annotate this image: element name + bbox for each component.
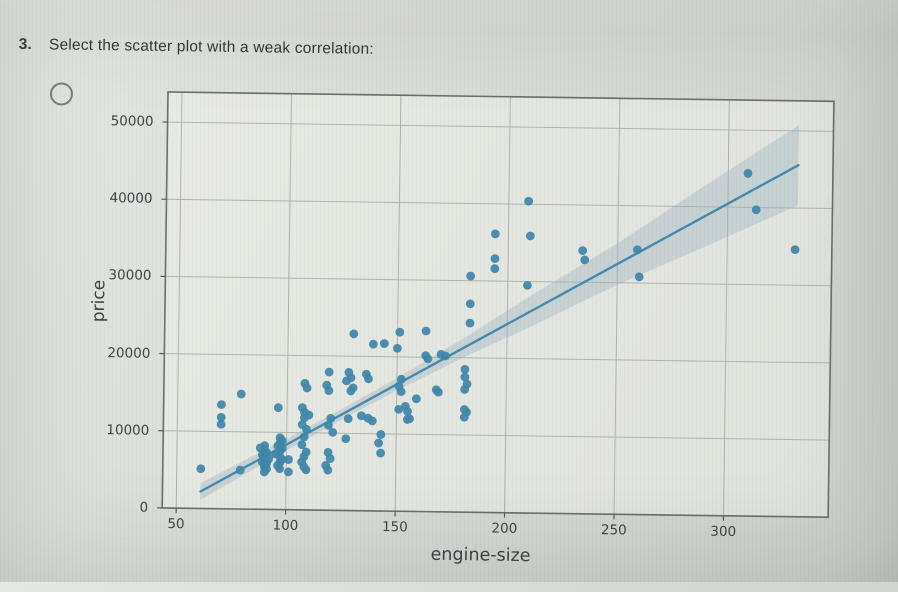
x-tick-label: 200 — [474, 519, 534, 538]
x-tick-label: 100 — [255, 516, 315, 535]
plot-area — [154, 88, 852, 552]
y-tick-label: 40000 — [90, 189, 152, 208]
x-axis-label: engine-size — [390, 544, 570, 567]
y-tick-label: 10000 — [87, 421, 149, 440]
x-tick-label: 50 — [146, 515, 206, 534]
y-tick-label: 0 — [86, 498, 148, 517]
x-tick-label: 150 — [365, 518, 425, 537]
x-tick-label: 250 — [584, 521, 644, 540]
y-tick-label: 50000 — [91, 112, 153, 131]
y-tick-label: 30000 — [89, 266, 151, 285]
x-tick-label: 300 — [693, 522, 753, 541]
y-tick-label: 20000 — [88, 344, 150, 363]
